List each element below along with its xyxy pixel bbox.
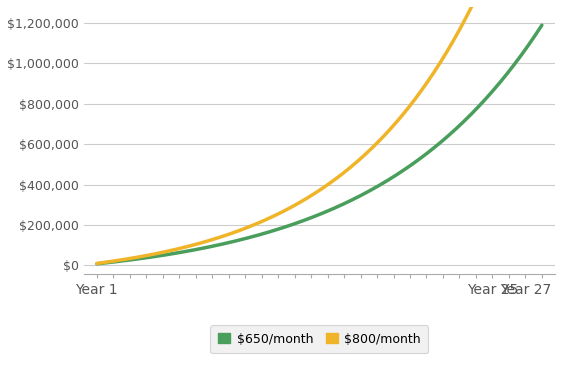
$650/month xyxy=(334,204,341,209)
$800/month xyxy=(305,195,311,200)
$800/month xyxy=(93,261,100,266)
$800/month xyxy=(359,155,365,160)
$650/month xyxy=(307,216,314,220)
$800/month xyxy=(334,175,341,180)
$650/month xyxy=(528,39,534,44)
Legend: $650/month, $800/month: $650/month, $800/month xyxy=(210,325,428,353)
Line: $650/month: $650/month xyxy=(97,25,542,264)
$650/month xyxy=(538,23,545,28)
$650/month xyxy=(458,121,465,126)
$800/month xyxy=(307,193,314,198)
$650/month xyxy=(359,193,365,197)
$650/month xyxy=(305,216,311,221)
Line: $800/month: $800/month xyxy=(97,0,542,263)
$800/month xyxy=(458,23,465,28)
$650/month xyxy=(93,261,100,266)
